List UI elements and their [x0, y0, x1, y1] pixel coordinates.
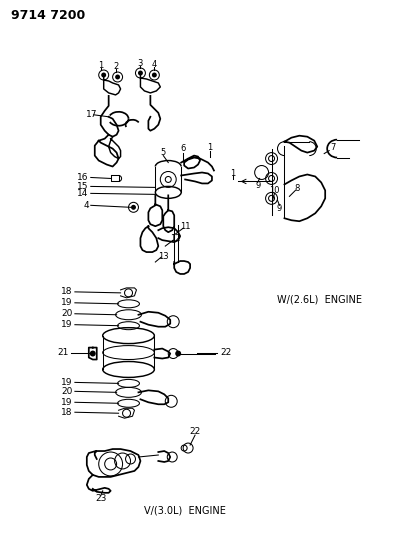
- Text: V/(3.0L)  ENGINE: V/(3.0L) ENGINE: [144, 506, 226, 516]
- Text: 17: 17: [86, 110, 97, 119]
- Text: 21: 21: [58, 348, 69, 357]
- Text: 3: 3: [138, 59, 143, 68]
- Text: 1: 1: [207, 143, 212, 152]
- Text: 10: 10: [269, 186, 280, 195]
- Text: 14: 14: [77, 189, 89, 198]
- Text: 1: 1: [98, 61, 103, 69]
- Text: 20: 20: [62, 387, 73, 396]
- Circle shape: [152, 72, 157, 77]
- Text: 19: 19: [61, 378, 73, 387]
- Circle shape: [131, 205, 136, 210]
- Text: 4: 4: [152, 60, 157, 69]
- Text: W/(2.6L)  ENGINE: W/(2.6L) ENGINE: [277, 295, 362, 305]
- Text: 22: 22: [189, 426, 201, 435]
- Text: 9: 9: [255, 181, 260, 190]
- Text: 9714 7200: 9714 7200: [12, 9, 85, 22]
- Text: 16: 16: [77, 173, 89, 182]
- Text: 19: 19: [61, 398, 73, 407]
- Circle shape: [115, 75, 120, 79]
- Text: 15: 15: [77, 182, 89, 191]
- Text: 4: 4: [83, 201, 89, 210]
- Text: 18: 18: [61, 408, 73, 417]
- Circle shape: [138, 70, 143, 76]
- Text: 12: 12: [170, 233, 180, 243]
- Text: 7: 7: [330, 143, 336, 152]
- Text: 11: 11: [180, 222, 190, 231]
- Text: 18: 18: [61, 287, 73, 296]
- Text: 13: 13: [158, 252, 169, 261]
- Text: 1: 1: [230, 169, 236, 178]
- Circle shape: [101, 72, 106, 77]
- Text: 6: 6: [180, 144, 186, 153]
- Text: 5: 5: [161, 148, 166, 157]
- Text: 22: 22: [220, 348, 231, 357]
- Text: 23: 23: [95, 494, 106, 503]
- Text: 20: 20: [62, 309, 73, 318]
- Text: 19: 19: [61, 320, 73, 329]
- Text: 9: 9: [277, 204, 282, 213]
- Text: 8: 8: [295, 184, 300, 193]
- Circle shape: [90, 351, 96, 357]
- Text: 19: 19: [61, 298, 73, 308]
- Text: 2: 2: [113, 61, 118, 70]
- Circle shape: [175, 351, 181, 357]
